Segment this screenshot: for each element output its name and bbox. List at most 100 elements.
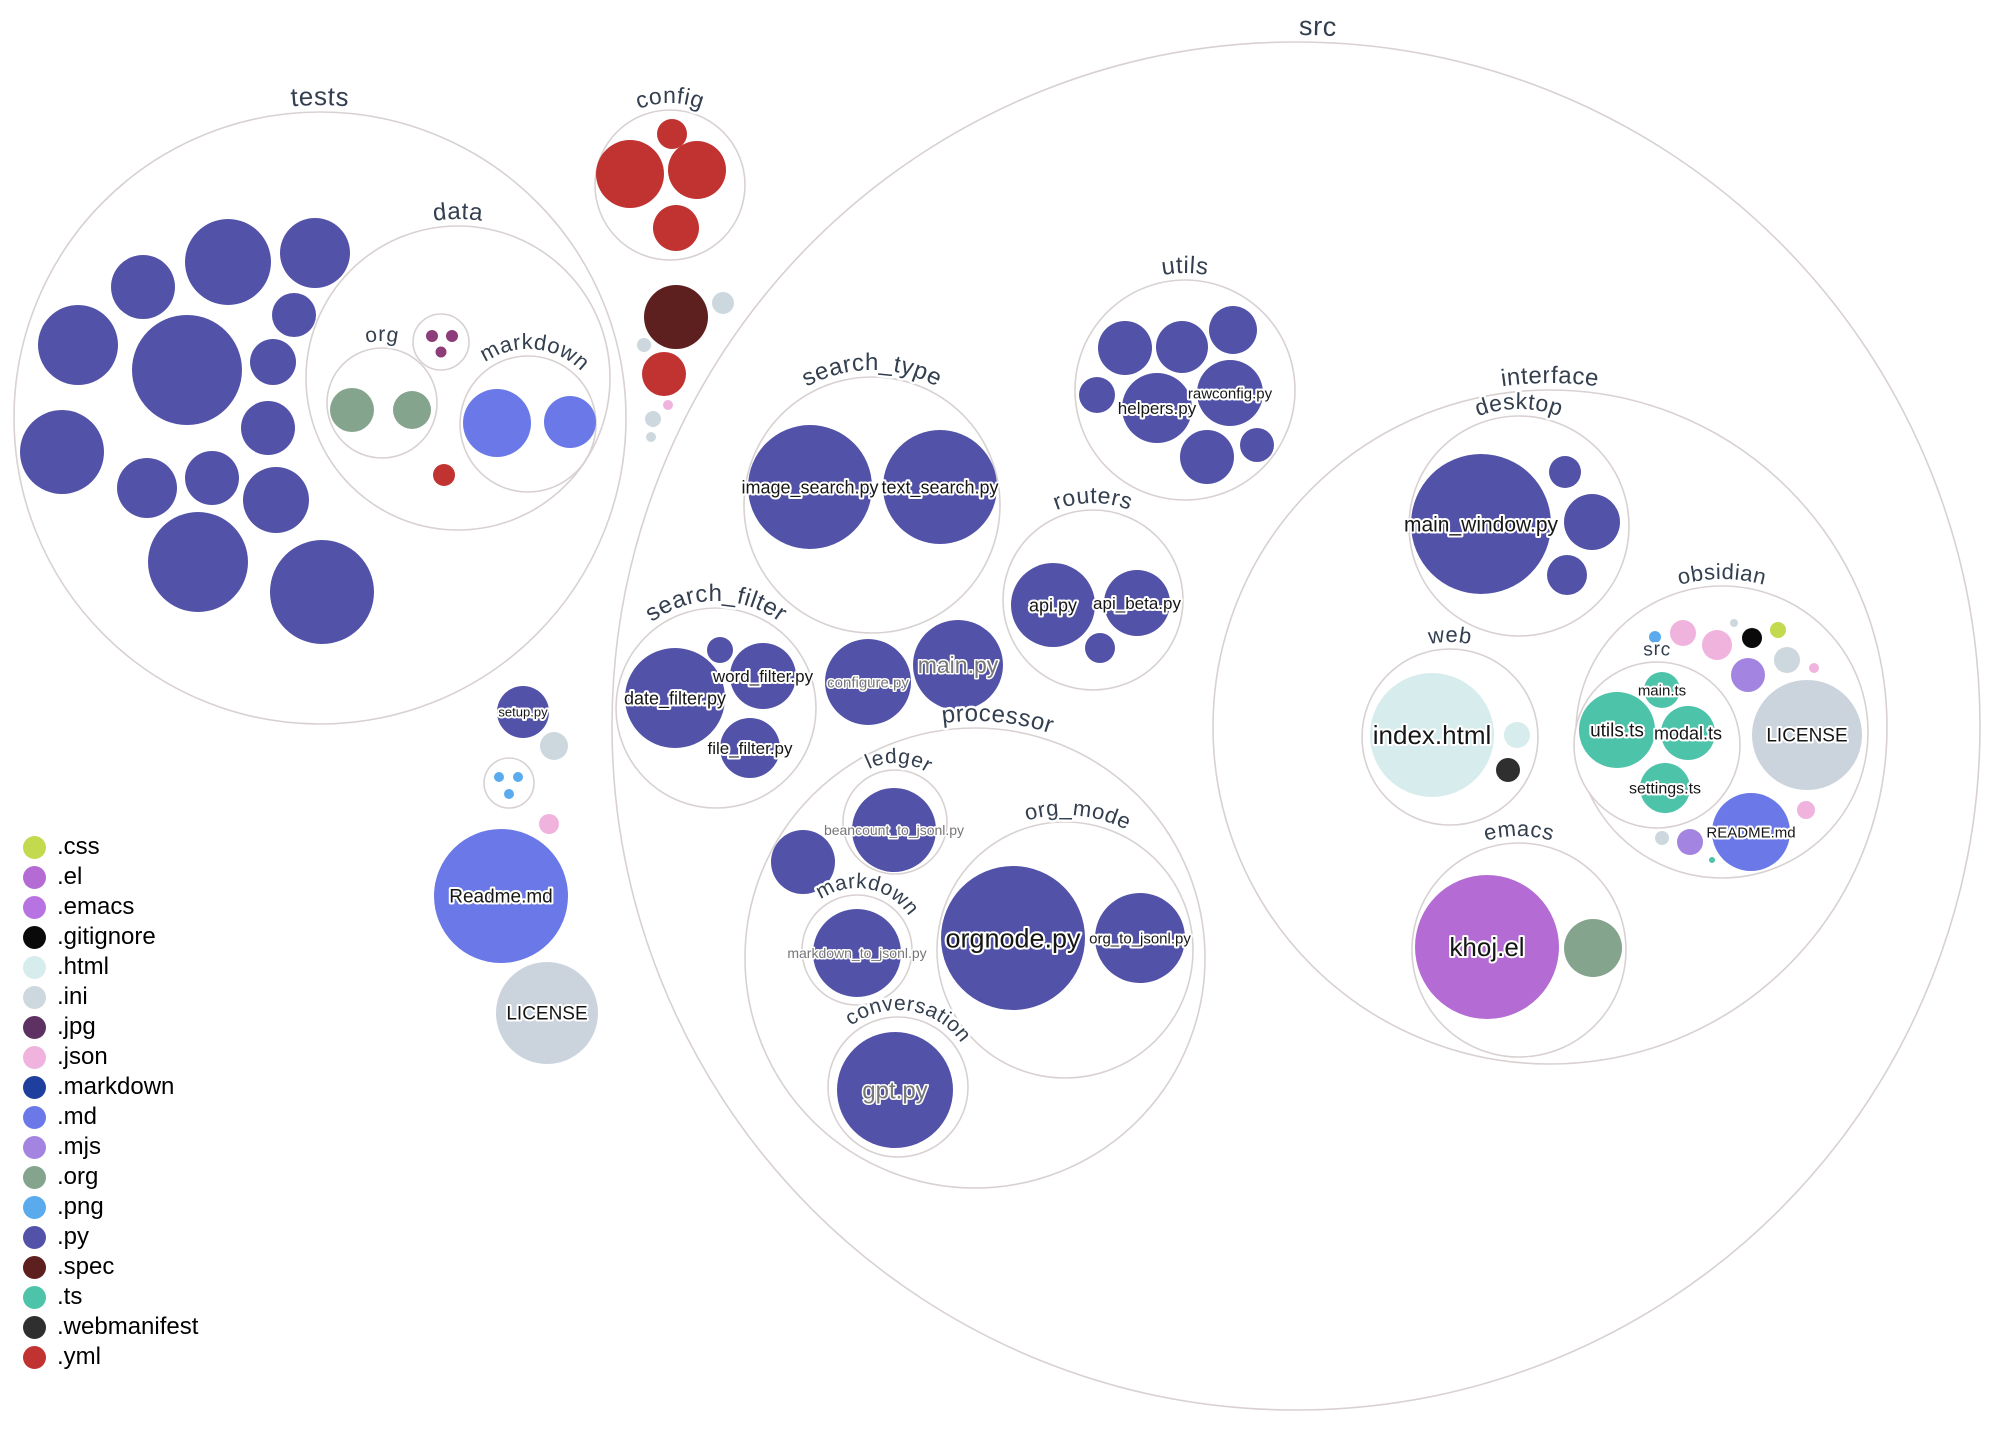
file-data-md-file-circle — [463, 389, 531, 457]
file-orgnode.py-label: orgnode.py — [945, 923, 1081, 953]
file-settings.ts-label: settings.ts — [1629, 781, 1701, 798]
legend-label: .jpg — [57, 1013, 96, 1040]
file-data-jpg-circle — [435, 346, 447, 358]
file-image_search.py-circle — [748, 425, 872, 549]
legend-swatch-markdown-icon — [23, 1075, 46, 1099]
file-data-org-file-circle — [330, 388, 374, 432]
legend-label: .markdown — [57, 1073, 175, 1100]
file-obsidian-json-circle — [1702, 630, 1732, 660]
file-obsidian-json-circle — [1797, 801, 1815, 819]
file-tests-py-circle — [185, 219, 271, 305]
legend-item-css: .css — [23, 832, 198, 862]
file-gpt.py-label: gpt.py — [862, 1077, 927, 1104]
file-README.md-circle — [1712, 793, 1790, 871]
file-text_search.py-circle — [883, 430, 997, 544]
legend-swatch-css-icon — [23, 835, 46, 859]
file-root-png-circle — [494, 772, 504, 782]
folder-tests-label: tests — [289, 81, 350, 112]
file-main_window.py-label: main_window.py — [1404, 513, 1559, 536]
legend-swatch-emacs-icon — [23, 895, 46, 919]
file-desktop-py-circle — [1564, 494, 1620, 550]
folder-config-label: config — [632, 82, 708, 114]
file-root-ini-circle — [646, 432, 656, 442]
file-date_filter.py-circle — [625, 648, 725, 748]
legend-swatch-py-icon — [23, 1225, 46, 1249]
file-obsidian-mjs-circle — [1731, 658, 1765, 692]
file-utils-py-circle — [1180, 430, 1234, 484]
file-word_filter.py-label: word_filter.py — [712, 667, 814, 686]
legend-swatch-gitignore-icon — [23, 925, 46, 949]
legend-swatch-mjs-icon — [23, 1135, 46, 1159]
file-api.py-circle — [1011, 563, 1095, 647]
folder-data-jpgs-circle — [412, 313, 470, 371]
legend-item-mjs: .mjs — [23, 1132, 198, 1162]
file-config-yml-circle — [653, 205, 699, 251]
file-api_beta.py-label: api_beta.py — [1093, 594, 1181, 613]
file-main.ts-label: main.ts — [1638, 682, 1686, 699]
file-obsidian-ts-circle — [1709, 857, 1715, 863]
folder-web-label: web — [1426, 622, 1474, 649]
legend-swatch-webmanifest-icon — [23, 1315, 46, 1339]
file-root-ini-circle — [645, 411, 661, 427]
file-khoj.el-label: khoj.el — [1449, 932, 1524, 962]
file-modal.ts-label: modal.ts — [1654, 723, 1722, 743]
legend-swatch-json-icon — [23, 1045, 46, 1069]
file-main_window.py-circle — [1411, 454, 1551, 594]
file-tests-py-circle — [38, 305, 118, 385]
file-config-yml-circle — [596, 140, 664, 208]
file-root-license-label: LICENSE — [506, 1004, 587, 1025]
file-helpers.py-circle — [1122, 373, 1192, 443]
file-tests-py-circle — [111, 255, 175, 319]
file-tests-py-circle — [132, 315, 242, 425]
legend-item-ts: .ts — [23, 1282, 198, 1312]
file-index.html-circle — [1370, 673, 1494, 797]
legend-label: .json — [57, 1043, 108, 1070]
legend-label: .spec — [57, 1253, 115, 1280]
file-beancount_to_jsonl.py-circle — [852, 788, 936, 872]
file-orgnode.py-circle — [941, 866, 1085, 1010]
legend-item-html: .html — [23, 952, 198, 982]
file-processor-py-circle — [771, 830, 835, 894]
file-tests-py-circle — [243, 467, 309, 533]
file-modal.ts-circle — [1661, 706, 1715, 760]
file-main.ts-circle — [1644, 672, 1680, 708]
file-obsidian-gitignore-circle — [1742, 628, 1762, 648]
file-beancount_to_jsonl.py-label: beancount_to_jsonl.py — [824, 822, 964, 838]
file-main.py-label: main.py — [918, 652, 999, 678]
legend-item-gitignore: .gitignore — [23, 922, 198, 952]
folder-obsidian-src-label: src — [1642, 639, 1671, 661]
legend-item-ini: .ini — [23, 982, 198, 1012]
file-config-yml-circle — [668, 141, 726, 199]
file-utils-py-circle — [1079, 377, 1115, 413]
folder-interface-circle — [1212, 389, 1888, 1065]
legend-item-png: .png — [23, 1192, 198, 1222]
file-utils.ts-label: utils.ts — [1590, 721, 1644, 742]
file-markdown_to_jsonl.py-circle — [813, 909, 901, 997]
file-obsidian-ini-circle — [1655, 831, 1669, 845]
file-data-md-file-circle — [544, 396, 596, 448]
legend: .css .el .emacs .gitignore .html .ini .jpg .jso… — [23, 832, 198, 1372]
file-tests-py-circle — [241, 401, 295, 455]
file-desktop-py-circle — [1549, 456, 1581, 488]
legend-item-markdown: .markdown — [23, 1072, 198, 1102]
file-routers-py-circle — [1085, 633, 1115, 663]
file-data-yml-file-circle — [433, 464, 455, 486]
file-date_filter.py-label: date_filter.py — [624, 688, 726, 709]
file-web-webmanifest-circle — [1496, 758, 1520, 782]
file-root-spec-circle — [644, 285, 708, 349]
file-obsidian-png-circle — [1649, 631, 1661, 643]
file-root-yml-circle — [642, 352, 686, 396]
file-search_filter-py-circle — [707, 637, 733, 663]
legend-item-el: .el — [23, 862, 198, 892]
file-utils.ts-circle — [1579, 692, 1655, 768]
file-khoj.el-circle — [1415, 875, 1559, 1019]
legend-swatch-yml-icon — [23, 1345, 46, 1369]
file-obsidian-json-circle — [1670, 620, 1696, 646]
legend-label: .css — [57, 833, 100, 860]
legend-swatch-ts-icon — [23, 1285, 46, 1309]
legend-item-spec: .spec — [23, 1252, 198, 1282]
file-api.py-label: api.py — [1029, 595, 1077, 615]
folder-root-pngs-circle — [483, 757, 535, 809]
legend-item-py: .py — [23, 1222, 198, 1252]
